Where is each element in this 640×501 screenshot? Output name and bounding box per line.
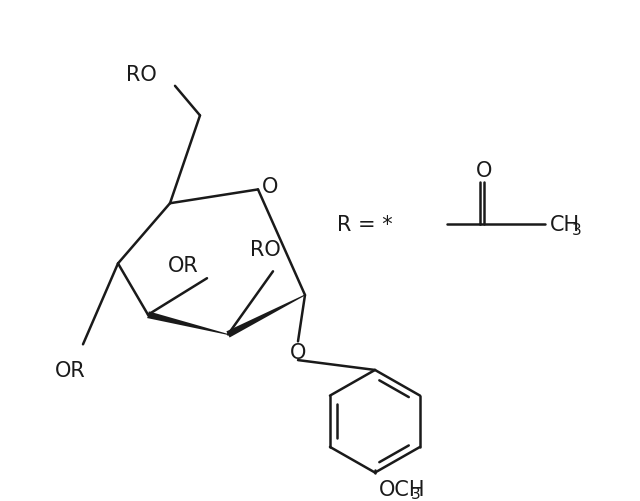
Text: 3: 3 — [572, 223, 582, 238]
Text: OCH: OCH — [379, 479, 426, 499]
Text: OR: OR — [168, 256, 198, 276]
Text: CH: CH — [550, 214, 580, 234]
Polygon shape — [147, 312, 228, 335]
Text: O: O — [476, 160, 492, 180]
Text: O: O — [290, 343, 306, 363]
Text: 3: 3 — [411, 486, 420, 501]
Text: OR: OR — [54, 360, 85, 380]
Text: R = *: R = * — [337, 214, 393, 234]
Polygon shape — [227, 295, 305, 338]
Text: RO: RO — [126, 65, 157, 85]
Text: RO: RO — [250, 239, 280, 259]
Text: O: O — [262, 177, 278, 197]
